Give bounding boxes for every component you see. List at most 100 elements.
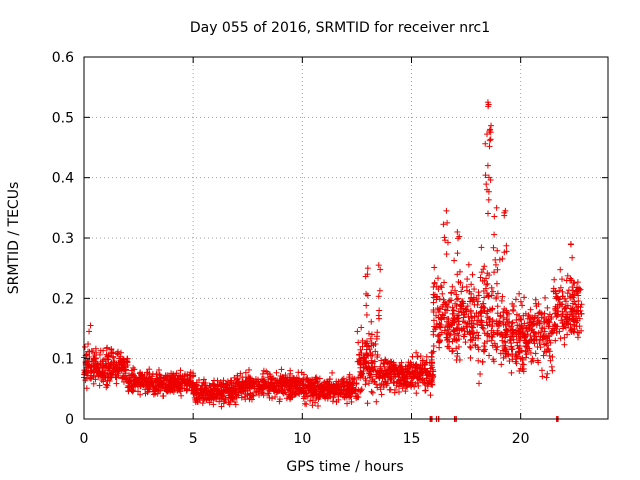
data-point <box>375 262 382 269</box>
data-point <box>104 377 111 384</box>
data-point <box>498 361 505 368</box>
data-point <box>166 373 173 380</box>
data-point <box>338 381 345 388</box>
data-point <box>243 377 250 384</box>
data-point <box>369 351 376 358</box>
data-point <box>491 213 498 220</box>
data-point <box>557 335 564 342</box>
data-point <box>199 400 206 407</box>
data-point <box>488 284 495 291</box>
data-point <box>239 378 246 385</box>
data-point <box>217 379 224 386</box>
data-point <box>362 358 369 365</box>
data-point <box>355 339 362 346</box>
data-point <box>414 353 421 360</box>
data-point <box>544 304 551 311</box>
data-point <box>103 363 110 370</box>
data-point <box>347 393 354 400</box>
data-point <box>485 196 492 203</box>
data-point <box>313 388 320 395</box>
data-point <box>483 181 490 188</box>
data-point <box>299 387 306 394</box>
data-point <box>368 339 375 346</box>
data-point <box>278 366 285 373</box>
data-point <box>444 219 451 226</box>
data-point <box>315 382 322 389</box>
data-point <box>96 371 103 378</box>
data-point <box>484 210 491 217</box>
data-point <box>160 392 167 399</box>
data-point <box>301 382 308 389</box>
data-point <box>441 234 448 241</box>
data-point <box>492 256 499 263</box>
data-point <box>86 348 93 355</box>
data-point <box>359 343 366 350</box>
data-point <box>226 401 233 408</box>
data-point <box>211 390 218 397</box>
data-point <box>493 280 500 287</box>
data-point <box>363 311 370 318</box>
data-point <box>344 378 351 385</box>
data-point <box>314 402 321 409</box>
data-point <box>368 331 375 338</box>
data-point <box>440 221 447 228</box>
data-point <box>226 388 233 395</box>
data-point <box>551 276 558 283</box>
data-point <box>224 378 231 385</box>
data-point <box>434 275 441 282</box>
data-point <box>498 297 505 304</box>
data-point <box>125 388 132 395</box>
data-point <box>225 392 232 399</box>
data-point <box>314 378 321 385</box>
data-point <box>451 257 458 264</box>
data-point <box>215 388 222 395</box>
data-point <box>186 383 193 390</box>
data-point <box>154 390 161 397</box>
data-point <box>328 381 335 388</box>
data-point <box>130 364 137 371</box>
data-point <box>142 386 149 393</box>
data-point <box>309 376 316 383</box>
data-point <box>357 387 364 394</box>
data-point <box>348 387 355 394</box>
data-point <box>230 385 237 392</box>
data-point <box>107 361 114 368</box>
data-point <box>181 377 188 384</box>
data-point <box>561 334 568 341</box>
data-point <box>97 360 104 367</box>
data-point <box>312 399 319 406</box>
data-point <box>95 371 102 378</box>
data-point <box>357 346 364 353</box>
data-point <box>311 385 318 392</box>
data-point <box>210 401 217 408</box>
data-point <box>177 367 184 374</box>
data-point <box>232 401 239 408</box>
data-point <box>129 374 136 381</box>
data-point <box>248 392 255 399</box>
data-point <box>116 362 123 369</box>
data-point <box>81 343 88 350</box>
data-point <box>155 378 162 385</box>
data-point <box>508 340 515 347</box>
data-point <box>335 378 342 385</box>
data-point <box>516 290 523 297</box>
data-point <box>220 400 227 407</box>
data-point <box>287 370 294 377</box>
data-point <box>266 371 273 378</box>
data-point <box>108 349 115 356</box>
data-point <box>358 324 365 331</box>
data-point <box>373 398 380 405</box>
y-tick-label: 0.4 <box>52 171 74 187</box>
data-point <box>130 383 137 390</box>
data-point <box>458 288 465 295</box>
data-point <box>191 394 198 401</box>
data-point <box>324 394 331 401</box>
data-point <box>206 399 213 406</box>
data-point <box>363 351 370 358</box>
data-point <box>318 391 325 398</box>
data-point <box>218 392 225 399</box>
data-point <box>567 241 574 248</box>
data-point <box>105 352 112 359</box>
data-point <box>221 396 228 403</box>
